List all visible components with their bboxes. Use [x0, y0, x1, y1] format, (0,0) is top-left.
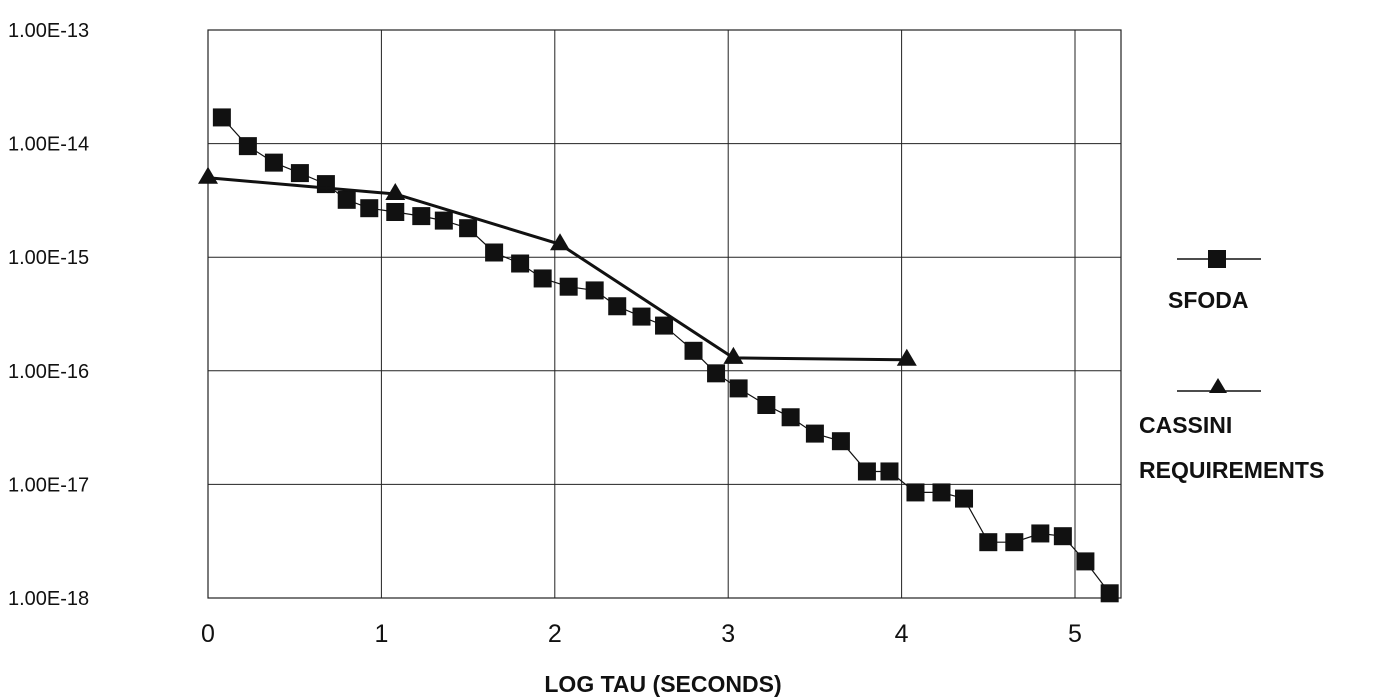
x-axis-title: LOG TAU (SECONDS): [544, 671, 781, 697]
sfoda-point: [1005, 533, 1024, 552]
x-tick-label: 0: [201, 620, 215, 648]
sfoda-point: [757, 395, 776, 414]
y-tick-label: 1.00E-14: [8, 134, 89, 156]
sfoda-point: [684, 341, 703, 360]
sfoda-point: [707, 364, 726, 383]
sfoda-point: [1053, 527, 1072, 546]
legend-cassini-label-line1: CASSINI: [1139, 412, 1232, 438]
sfoda-point: [632, 307, 651, 326]
sfoda-point: [212, 108, 231, 127]
y-axis-ticks: 1.00E-13 1.00E-14 1.00E-15 1.00E-16 1.00E-17…: [8, 20, 89, 610]
sfoda-point: [412, 207, 431, 226]
y-tick-label: 1.00E-18: [8, 588, 89, 610]
series-cassini-requirements: [198, 166, 917, 366]
sfoda-point: [434, 211, 453, 230]
sfoda-point: [906, 483, 925, 502]
sfoda-point: [511, 254, 530, 273]
sfoda-point: [264, 153, 283, 172]
x-tick-label: 4: [895, 620, 909, 648]
legend-sfoda-label: SFODA: [1168, 287, 1249, 313]
legend-cassini-label-line2: REQUIREMENTS: [1139, 457, 1324, 483]
legend-sfoda-marker: [1208, 250, 1226, 268]
sfoda-point: [316, 175, 335, 194]
cassini-point: [385, 183, 406, 201]
grid: [207, 29, 1122, 599]
sfoda-point: [932, 483, 951, 502]
x-tick-label: 3: [721, 620, 735, 648]
sfoda-point: [880, 462, 899, 481]
legend-item-sfoda: SFODA: [1168, 250, 1261, 313]
sfoda-point: [729, 379, 748, 398]
sfoda-point: [485, 243, 504, 262]
cassini-point: [550, 233, 571, 251]
sfoda-point: [386, 202, 405, 221]
y-tick-label: 1.00E-15: [8, 247, 89, 269]
sfoda-point: [585, 281, 604, 300]
sfoda-point: [290, 164, 309, 183]
sfoda-point: [1076, 552, 1095, 571]
cassini-line: [207, 176, 907, 362]
cassini-point: [198, 166, 218, 184]
y-tick-label: 1.00E-16: [8, 361, 89, 383]
legend: SFODA CASSINI REQUIREMENTS: [1139, 250, 1324, 483]
legend-cassini-marker: [1209, 378, 1227, 393]
sfoda-point: [1031, 524, 1050, 543]
y-tick-label: 1.00E-13: [8, 20, 89, 42]
cassini-point: [723, 346, 744, 364]
sfoda-point: [805, 424, 824, 443]
sfoda-line: [221, 116, 1111, 594]
sfoda-point: [831, 432, 850, 451]
legend-item-cassini: CASSINI REQUIREMENTS: [1139, 378, 1324, 483]
y-tick-label: 1.00E-17: [8, 474, 89, 496]
x-axis-ticks: 0 1 2 3 4 5: [201, 620, 1082, 648]
sfoda-point: [979, 533, 998, 552]
sfoda-point: [1100, 584, 1119, 603]
sfoda-point: [857, 462, 876, 481]
x-tick-label: 1: [374, 620, 388, 648]
sfoda-point: [608, 297, 627, 316]
sfoda-point: [955, 489, 974, 508]
x-tick-label: 5: [1068, 620, 1082, 648]
sfoda-point: [533, 269, 552, 288]
x-tick-label: 2: [548, 620, 562, 648]
cassini-point: [896, 348, 917, 366]
sfoda-point: [559, 277, 578, 296]
sfoda-point: [360, 199, 379, 218]
sfoda-point: [781, 408, 800, 427]
series-sfoda: [212, 108, 1119, 603]
sfoda-point: [238, 137, 257, 156]
sfoda-point: [655, 316, 674, 335]
sfoda-point: [459, 219, 478, 238]
sfoda-point: [337, 190, 356, 209]
